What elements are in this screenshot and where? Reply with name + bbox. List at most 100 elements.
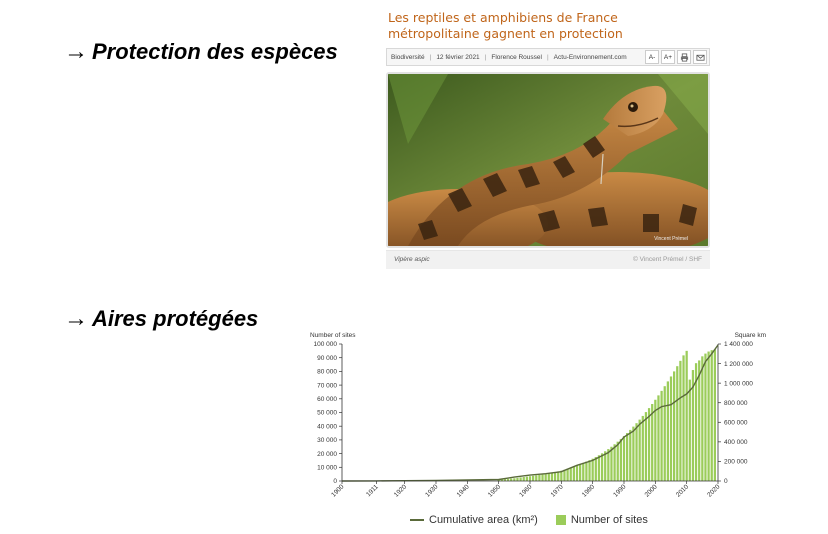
bar — [660, 390, 663, 481]
bar — [585, 461, 588, 481]
x-tick-label: 1990 — [612, 483, 627, 498]
x-tick-label: 1930 — [424, 483, 439, 498]
bar — [663, 386, 666, 481]
bar — [532, 475, 535, 481]
bar — [710, 350, 713, 481]
photo-caption-bar: Vipère aspic © Vincent Prémel / SHF — [386, 250, 710, 269]
legend-line-label: Cumulative area (km²) — [429, 514, 538, 526]
bar — [550, 472, 554, 481]
x-tick-label: 1900 — [330, 483, 345, 498]
bar — [519, 477, 522, 481]
right-tick-label: 200 000 — [724, 459, 748, 466]
bar — [516, 477, 519, 481]
print-button[interactable] — [677, 50, 691, 64]
legend-line-item: Cumulative area (km²) — [410, 514, 538, 526]
left-tick-label: 50 000 — [317, 410, 337, 417]
bar — [654, 399, 657, 481]
left-tick-label: 90 000 — [317, 355, 337, 362]
bar — [713, 349, 716, 481]
bar — [613, 444, 616, 481]
section-title: Protection des espèces — [92, 39, 338, 64]
right-tick-label: 1 400 000 — [724, 341, 753, 348]
left-tick-label: 60 000 — [317, 396, 337, 403]
bar — [541, 474, 544, 481]
bar — [588, 460, 591, 481]
right-tick-label: 600 000 — [724, 419, 748, 426]
bar — [557, 471, 560, 481]
bar — [657, 395, 660, 481]
bar — [566, 468, 569, 481]
article-author[interactable]: Florence Roussel — [491, 53, 542, 61]
bar — [704, 353, 707, 481]
left-tick-label: 70 000 — [317, 382, 337, 389]
article-photo[interactable]: Vincent Prémel — [386, 72, 710, 248]
bar — [510, 478, 513, 481]
right-tick-label: 1 000 000 — [724, 380, 753, 387]
legend-line-swatch — [410, 519, 424, 521]
left-axis-title: Number of sites — [310, 332, 356, 339]
bar — [647, 408, 651, 481]
news-article: Les reptiles et amphibiens de France mét… — [386, 10, 710, 269]
bar — [691, 370, 695, 481]
arrow-right-icon: → — [64, 38, 88, 65]
left-tick-label: 100 000 — [314, 341, 338, 348]
legend-bar-swatch — [555, 515, 566, 525]
bar — [679, 360, 682, 481]
bar — [522, 477, 525, 481]
article-title[interactable]: Les reptiles et amphibiens de France mét… — [388, 10, 623, 41]
bar — [579, 464, 582, 481]
bar — [682, 355, 685, 481]
bar — [525, 476, 528, 481]
bar — [535, 475, 538, 481]
left-tick-label: 30 000 — [317, 437, 337, 444]
bar — [500, 479, 503, 481]
bar — [685, 350, 688, 481]
bar — [632, 426, 635, 481]
bar — [604, 451, 607, 481]
section-title: Aires protégées — [92, 306, 259, 331]
font-increase-button[interactable]: A+ — [661, 50, 675, 64]
bar — [544, 474, 547, 481]
bar — [629, 429, 632, 481]
bar — [569, 467, 572, 481]
section-heading-protected-areas: → Aires protégées — [64, 305, 258, 333]
viper-photo: Vincent Prémel — [388, 74, 708, 246]
bar — [597, 455, 601, 481]
font-decrease-button[interactable]: A- — [645, 50, 659, 64]
bar — [553, 472, 557, 481]
bar — [600, 453, 604, 481]
bar — [547, 473, 550, 481]
right-tick-label: 1 200 000 — [724, 361, 753, 368]
article-meta-bar: Biodiversité | 12 février 2021 | Florenc… — [386, 48, 710, 66]
left-tick-label: 40 000 — [317, 423, 337, 430]
bar — [676, 366, 679, 481]
envelope-icon — [695, 54, 705, 61]
article-source[interactable]: Actu-Environnement.com — [553, 53, 627, 61]
series-line-cumulative-area — [341, 344, 719, 482]
bar — [701, 356, 704, 481]
bar — [560, 470, 563, 481]
bar — [641, 415, 644, 481]
bar — [694, 363, 698, 481]
bar — [669, 376, 673, 481]
bar — [594, 457, 597, 481]
article-category[interactable]: Biodiversité — [391, 53, 425, 61]
legend-bar-item: Number of sites — [555, 514, 648, 526]
bar — [666, 381, 669, 481]
right-tick-label: 0 — [724, 478, 728, 485]
bar — [638, 419, 641, 481]
email-button[interactable] — [693, 50, 707, 64]
photo-credit-overlay: Vincent Prémel — [654, 236, 688, 242]
bar — [538, 474, 541, 481]
bar — [651, 404, 654, 481]
x-tick-label: 1911 — [365, 483, 380, 498]
protected-areas-chart: Number of sites Square km 100 000 90 000 8… — [300, 326, 770, 534]
photo-credit: © Vincent Prémel / SHF — [633, 256, 702, 263]
x-tick-label: 1970 — [550, 483, 565, 498]
article-date: 12 février 2021 — [436, 53, 480, 61]
bar — [707, 351, 710, 481]
x-tick-label: 2000 — [644, 483, 659, 498]
bar — [673, 371, 676, 481]
bar — [635, 423, 638, 481]
bar — [513, 478, 516, 481]
